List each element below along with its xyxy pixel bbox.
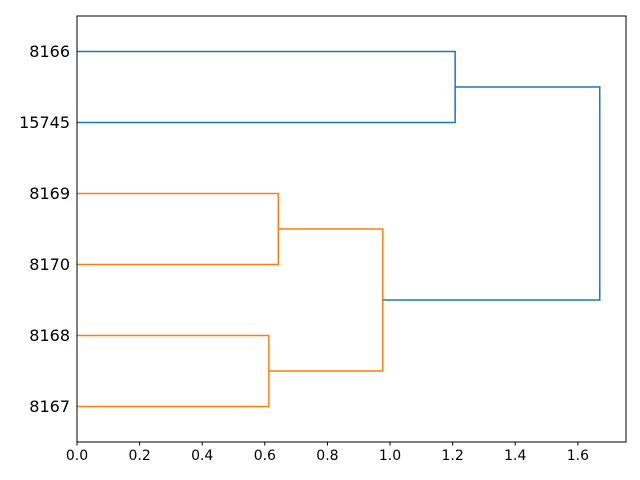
x-tick-label: 0.0 — [66, 448, 88, 464]
leaf-label: 15745 — [19, 113, 70, 132]
dendrogram-link — [268, 228, 384, 372]
x-tick-label: 1.2 — [442, 448, 464, 464]
dendrogram-link — [77, 50, 456, 124]
x-tick-label: 1.0 — [379, 448, 401, 464]
leaf-label: 8168 — [29, 326, 70, 345]
x-tick-label: 0.8 — [316, 448, 338, 464]
dendrogram-link — [382, 86, 601, 301]
x-tick-label: 1.4 — [504, 448, 526, 464]
x-tick-label: 0.4 — [191, 448, 213, 464]
leaf-label: 8169 — [29, 184, 70, 203]
leaf-label: 8170 — [29, 255, 70, 274]
leaf-label: 8166 — [29, 42, 70, 61]
x-tick-label: 0.2 — [128, 448, 150, 464]
dendrogram-link — [77, 334, 270, 408]
dendrogram-link — [77, 192, 280, 266]
x-tick-label: 0.6 — [254, 448, 276, 464]
axes-frame — [76, 15, 627, 443]
leaf-label: 8167 — [29, 397, 70, 416]
x-tick-label: 1.6 — [567, 448, 589, 464]
